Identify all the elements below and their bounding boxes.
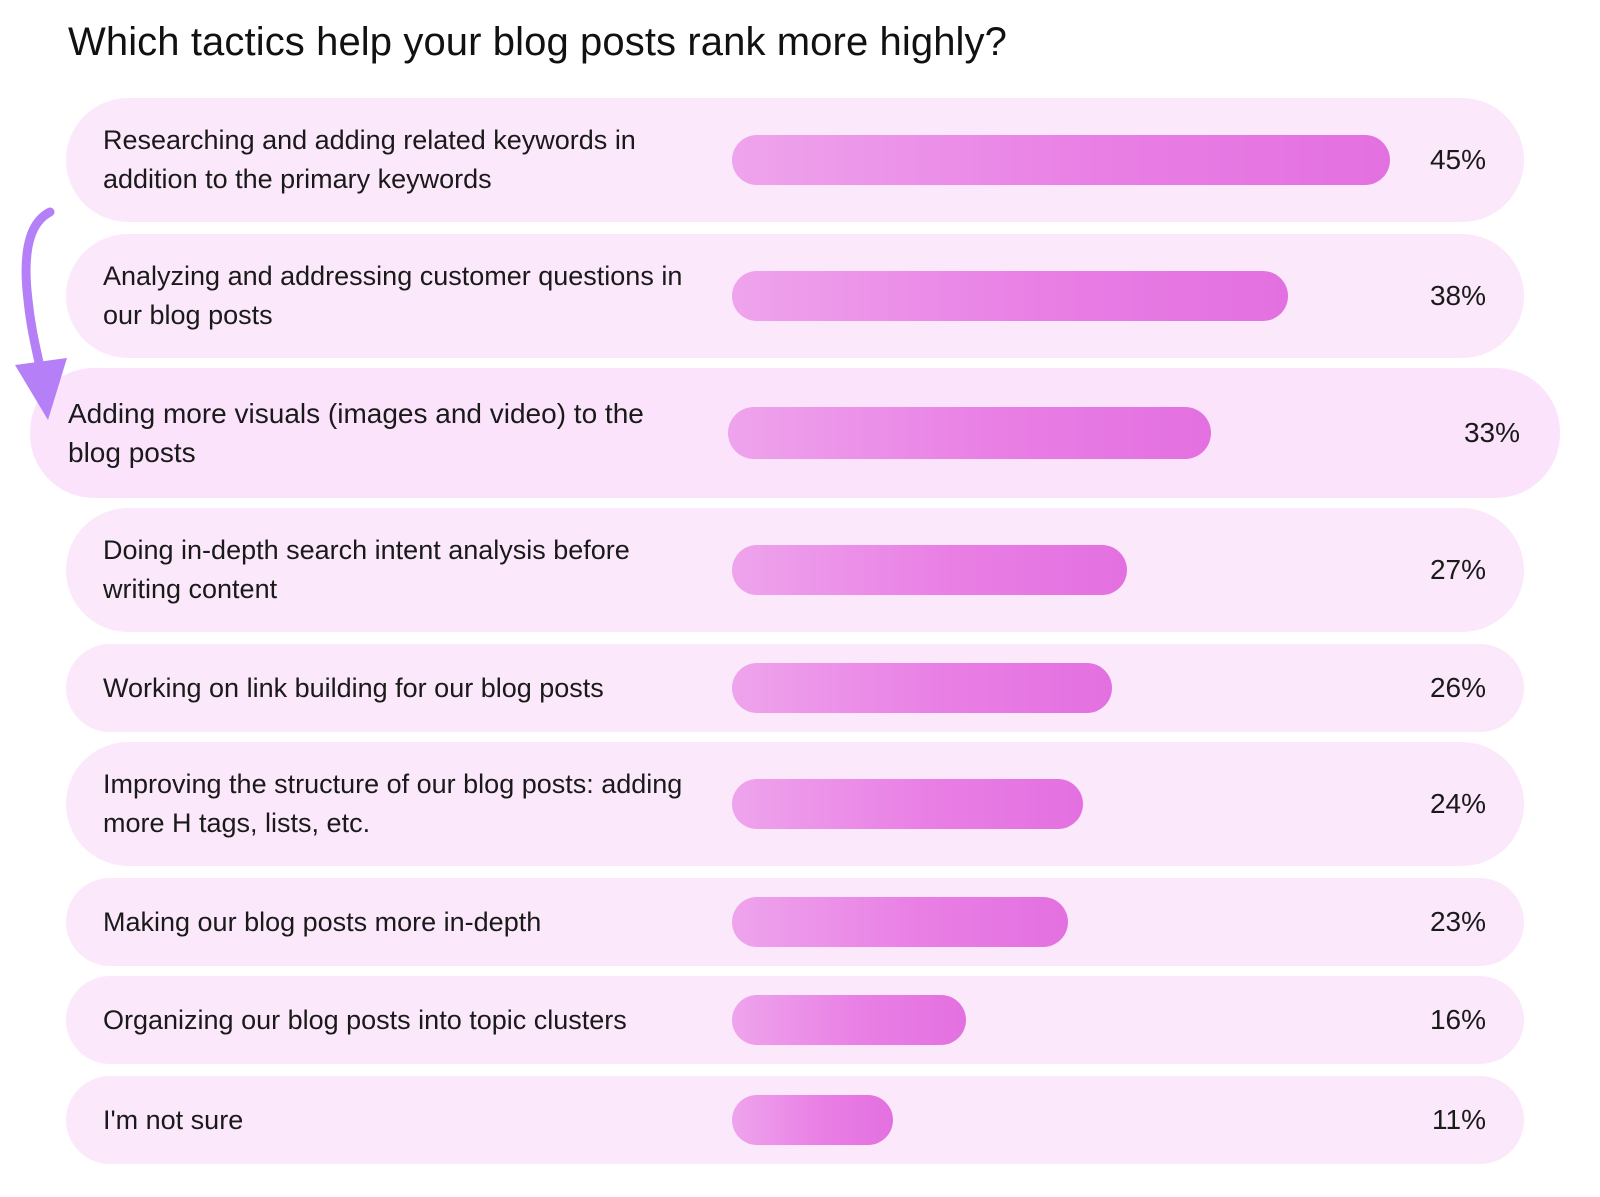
category-label: I'm not sure [103,1104,244,1135]
bar-row: Making our blog posts more in-depth 23% [66,878,1524,966]
category-label: Researching and adding related keywords … [103,125,636,194]
bar [732,545,1127,595]
category-label: Doing in-depth search intent analysis be… [103,535,630,604]
bar [732,135,1390,185]
bar-row: Improving the structure of our blog post… [66,742,1524,866]
category-label: Analyzing and addressing customer questi… [103,261,683,330]
curved-down-arrow-icon [15,207,67,420]
category-label: Making our blog posts more in-depth [103,906,542,937]
bar-row: Organizing our blog posts into topic clu… [66,976,1524,1064]
bar-row: I'm not sure 11% [66,1076,1524,1164]
bar [732,897,1068,947]
value-label: 16% [1429,1004,1486,1035]
category-label: Working on link building for our blog po… [103,672,604,703]
value-label: 23% [1429,906,1486,937]
category-label: Adding more visuals (images and video) t… [68,398,644,468]
bar-row-highlighted: Adding more visuals (images and video) t… [30,368,1560,498]
value-label: 38% [1429,280,1486,311]
bar-row: Analyzing and addressing customer questi… [66,234,1524,358]
bar [728,407,1211,459]
category-label: Improving the structure of our blog post… [103,769,683,838]
bar-row: Doing in-depth search intent analysis be… [66,508,1524,632]
value-label: 24% [1429,788,1486,819]
chart-title: Which tactics help your blog posts rank … [68,20,1007,64]
value-label: 45% [1429,144,1486,175]
value-label: 33% [1463,417,1520,448]
bar [732,779,1083,829]
bar [732,1095,893,1145]
category-label: Organizing our blog posts into topic clu… [103,1004,627,1035]
value-label: 11% [1432,1104,1486,1135]
bar [732,995,966,1045]
bar [732,271,1288,321]
value-label: 27% [1429,554,1486,585]
bar [732,663,1112,713]
bar-row: Working on link building for our blog po… [66,644,1524,732]
value-label: 26% [1429,672,1486,703]
bar-row: Researching and adding related keywords … [66,98,1524,222]
